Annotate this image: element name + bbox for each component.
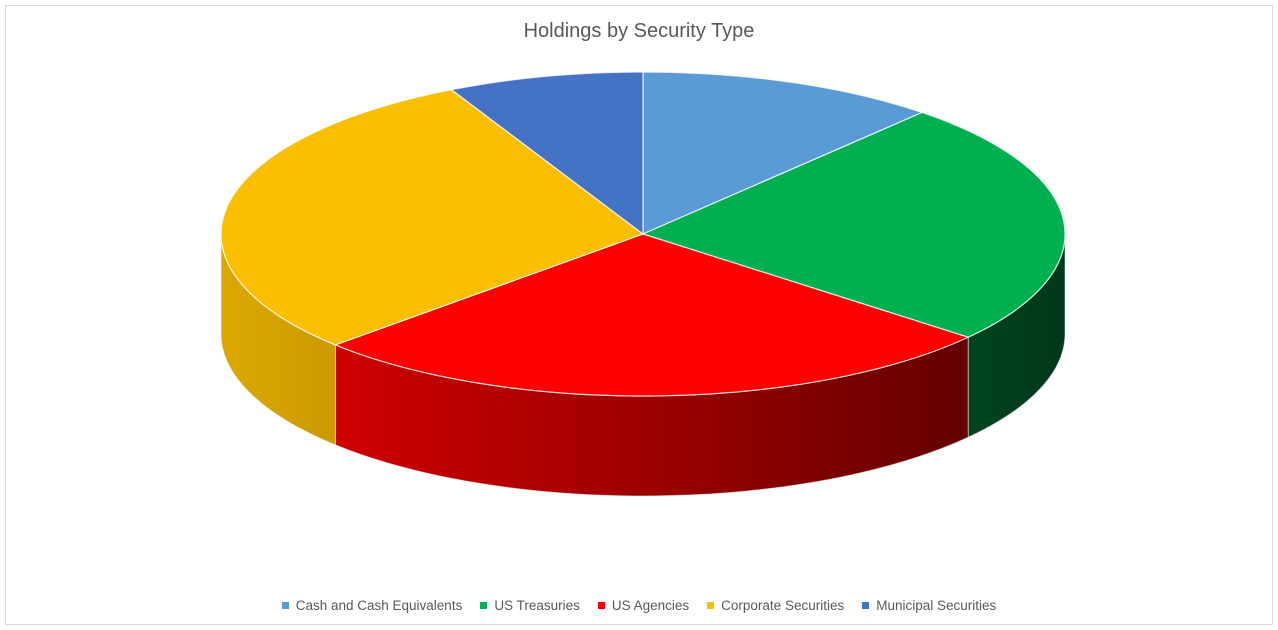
legend-swatch <box>707 602 715 609</box>
legend-label: US Treasuries <box>494 598 580 613</box>
pie-slice-us-treasuries <box>641 111 1066 338</box>
legend-label: Municipal Securities <box>876 598 997 613</box>
legend-label: Corporate Securities <box>721 598 845 613</box>
legend-swatch <box>480 602 488 609</box>
legend-swatch <box>281 602 289 609</box>
legend-swatch <box>597 602 605 609</box>
pie-slice-municipal-securities <box>449 71 644 236</box>
legend-item-cash-and-cash-equivalents: Cash and Cash Equivalents <box>281 598 463 613</box>
pie-slice-cash-and-cash-equivalents <box>642 71 924 235</box>
pie-slice-corporate-securities <box>220 89 645 346</box>
legend-item-municipal-securities: Municipal Securities <box>862 598 996 613</box>
legend-item-us-treasuries: US Treasuries <box>480 598 580 613</box>
legend-item-us-agencies: US Agencies <box>597 598 690 613</box>
legend-swatch <box>862 602 870 609</box>
legend: Cash and Cash Equivalents US Treasuries US… <box>0 598 1278 613</box>
pie-slice-us-agencies <box>333 233 970 397</box>
pie-top <box>220 71 1066 397</box>
legend-item-corporate-securities: Corporate Securities <box>707 598 844 613</box>
chart-title: Holdings by Security Type <box>523 20 755 42</box>
legend-label: US Agencies <box>611 598 690 613</box>
legend-label: Cash and Cash Equivalents <box>295 598 463 613</box>
